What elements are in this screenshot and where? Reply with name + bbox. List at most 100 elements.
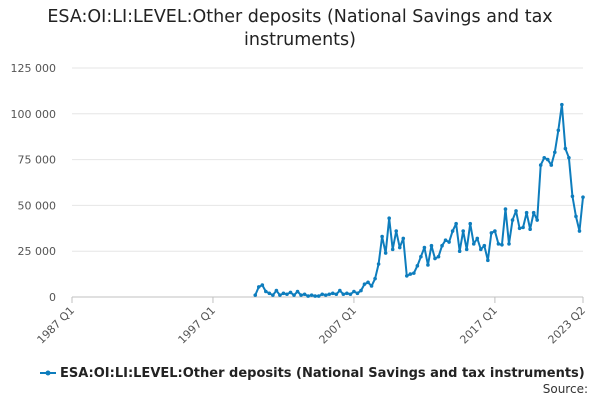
data-point[interactable] <box>408 272 413 276</box>
data-point[interactable] <box>454 221 458 226</box>
data-point[interactable] <box>306 294 310 298</box>
data-point[interactable] <box>341 292 346 297</box>
data-point[interactable] <box>316 294 321 298</box>
data-point[interactable] <box>486 258 490 263</box>
data-point[interactable] <box>517 226 522 231</box>
data-point[interactable] <box>394 229 399 233</box>
data-point[interactable] <box>334 292 339 297</box>
data-point[interactable] <box>581 195 585 199</box>
data-point[interactable] <box>507 242 511 246</box>
data-point[interactable] <box>436 254 441 259</box>
data-point[interactable] <box>401 236 406 241</box>
data-point[interactable] <box>352 289 356 294</box>
data-point[interactable] <box>535 218 539 222</box>
data-point[interactable] <box>309 293 314 297</box>
data-point[interactable] <box>330 291 335 296</box>
data-point[interactable] <box>531 210 536 215</box>
data-point[interactable] <box>366 280 370 285</box>
data-point[interactable] <box>500 242 504 247</box>
data-point[interactable] <box>415 264 420 268</box>
data-point[interactable] <box>556 128 561 133</box>
data-point[interactable] <box>482 243 487 248</box>
y-tick-label: 0 <box>49 291 56 304</box>
data-point[interactable] <box>510 218 515 222</box>
data-point[interactable] <box>369 284 374 288</box>
data-point[interactable] <box>560 102 564 107</box>
data-point[interactable] <box>260 283 265 287</box>
data-point[interactable] <box>253 293 258 297</box>
data-point[interactable] <box>524 210 529 215</box>
data-point[interactable] <box>503 207 508 211</box>
data-point[interactable] <box>429 243 434 248</box>
data-point[interactable] <box>355 291 360 296</box>
data-point[interactable] <box>404 274 409 278</box>
chart-title: ESA:OI:LI:LEVEL:Other deposits (National… <box>0 6 600 52</box>
data-point[interactable] <box>450 229 455 233</box>
data-point[interactable] <box>387 216 391 221</box>
data-point[interactable] <box>278 293 282 297</box>
data-point[interactable] <box>313 294 317 298</box>
data-point[interactable] <box>471 242 476 246</box>
data-point[interactable] <box>271 293 275 297</box>
data-point[interactable] <box>295 289 300 294</box>
data-point[interactable] <box>327 292 332 297</box>
data-point[interactable] <box>440 243 444 248</box>
data-point[interactable] <box>496 242 501 246</box>
data-point[interactable] <box>264 289 268 294</box>
data-point[interactable] <box>323 293 328 297</box>
data-point[interactable] <box>567 155 571 160</box>
data-point[interactable] <box>570 194 575 199</box>
data-point[interactable] <box>447 240 451 244</box>
data-point[interactable] <box>285 292 289 297</box>
data-point[interactable] <box>419 254 423 259</box>
data-point[interactable] <box>274 288 279 293</box>
chart-title-line-2: instruments) <box>244 30 356 50</box>
data-point[interactable] <box>538 163 543 167</box>
data-point[interactable] <box>390 247 395 252</box>
data-point[interactable] <box>542 155 547 160</box>
data-point[interactable] <box>464 247 469 252</box>
data-point[interactable] <box>302 292 307 297</box>
data-point[interactable] <box>288 290 293 295</box>
data-point[interactable] <box>299 293 303 297</box>
data-point[interactable] <box>545 157 550 162</box>
data-point[interactable] <box>433 256 437 261</box>
data-point[interactable] <box>574 214 578 219</box>
data-point[interactable] <box>426 263 430 267</box>
x-tick-label: 1987 Q1 <box>35 304 78 347</box>
data-point[interactable] <box>359 288 363 293</box>
data-point[interactable] <box>443 238 448 243</box>
data-point[interactable] <box>468 221 473 226</box>
data-point[interactable] <box>320 292 325 297</box>
data-point[interactable] <box>461 229 465 233</box>
legend[interactable]: ESA:OI:LI:LEVEL:Other deposits (National… <box>40 364 585 382</box>
data-point[interactable] <box>338 288 342 293</box>
data-point[interactable] <box>376 262 381 266</box>
data-point[interactable] <box>493 229 497 233</box>
data-point[interactable] <box>281 291 286 296</box>
data-point[interactable] <box>383 251 388 255</box>
data-point[interactable] <box>577 229 582 233</box>
data-point[interactable] <box>256 285 261 289</box>
data-point[interactable] <box>397 245 402 250</box>
data-point[interactable] <box>412 271 416 275</box>
data-point[interactable] <box>345 291 349 296</box>
data-point[interactable] <box>489 231 494 235</box>
data-point[interactable] <box>292 293 296 297</box>
data-point[interactable] <box>348 292 353 297</box>
data-point[interactable] <box>373 276 377 281</box>
data-point[interactable] <box>362 282 367 286</box>
data-point[interactable] <box>553 150 557 155</box>
data-point[interactable] <box>479 247 483 252</box>
data-point[interactable] <box>380 234 384 239</box>
data-point[interactable] <box>521 225 525 230</box>
data-point[interactable] <box>475 236 480 241</box>
data-point[interactable] <box>457 249 462 253</box>
data-point[interactable] <box>514 209 518 213</box>
data-point[interactable] <box>267 291 272 296</box>
data-point[interactable] <box>549 163 554 167</box>
data-point[interactable] <box>563 146 568 151</box>
data-point[interactable] <box>422 245 427 250</box>
data-point[interactable] <box>528 227 532 232</box>
